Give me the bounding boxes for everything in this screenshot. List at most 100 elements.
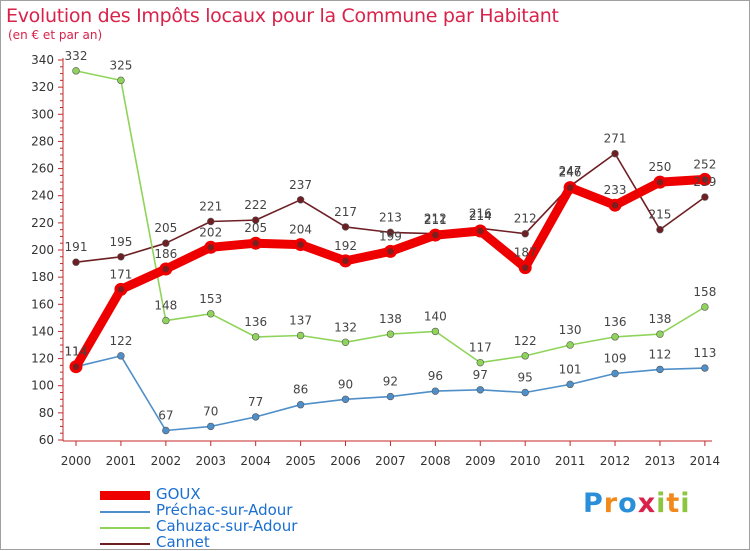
- legend-swatch-cannet: [100, 543, 150, 545]
- data-label-cahuzac: 148: [154, 299, 177, 313]
- data-label-goux: 186: [154, 247, 177, 261]
- data-point-cahuzac: [476, 358, 484, 367]
- data-label-cannet: 215: [649, 208, 672, 222]
- data-point-core-goux: [701, 176, 709, 183]
- data-point-prechac: [162, 426, 170, 435]
- data-point-cahuzac: [656, 330, 664, 338]
- data-point-cahuzac: [341, 338, 350, 346]
- y-tick-label: 180: [31, 270, 54, 284]
- y-tick-label: 120: [31, 352, 54, 366]
- data-point-cahuzac: [566, 341, 574, 349]
- x-tick-label: 2010: [510, 454, 541, 468]
- logo-letter: o: [618, 488, 638, 519]
- data-point-prechac: [476, 386, 484, 394]
- data-label-cahuzac: 130: [559, 323, 582, 337]
- data-point-cahuzac: [611, 333, 619, 341]
- data-label-cahuzac: 325: [109, 58, 132, 72]
- data-point-cannet: [521, 230, 529, 238]
- data-point-core-goux: [72, 363, 80, 370]
- legend-label-cannet: Cannet: [156, 533, 210, 551]
- data-label-goux: 246: [559, 166, 582, 180]
- legend-swatch-goux: [100, 491, 150, 500]
- data-point-core-goux: [297, 241, 304, 248]
- data-point-core-goux: [207, 244, 214, 251]
- data-label-goux: 187: [514, 246, 537, 260]
- data-point-cannet: [611, 149, 619, 158]
- data-point-core-goux: [342, 257, 349, 265]
- data-point-core-goux: [611, 202, 619, 209]
- data-label-prechac: 95: [518, 371, 533, 385]
- data-label-prechac: 109: [604, 352, 627, 366]
- data-point-prechac: [207, 422, 215, 431]
- data-point-core-goux: [477, 227, 484, 235]
- data-label-prechac: 77: [248, 395, 263, 409]
- data-label-cahuzac: 136: [244, 315, 267, 329]
- data-label-prechac: 67: [158, 409, 173, 423]
- data-point-cannet: [72, 258, 80, 266]
- data-point-prechac: [431, 387, 440, 395]
- data-label-cahuzac: 136: [604, 315, 627, 329]
- data-point-cannet: [656, 225, 664, 234]
- data-label-cannet: 212: [424, 212, 447, 226]
- data-label-goux: 205: [244, 221, 267, 235]
- logo-letter: r: [603, 488, 619, 519]
- y-tick-label: 300: [31, 107, 54, 121]
- data-point-core-goux: [252, 240, 259, 247]
- data-label-cahuzac: 117: [469, 341, 492, 355]
- data-point-cahuzac: [431, 327, 440, 336]
- data-label-prechac: 112: [649, 347, 672, 361]
- y-tick-label: 200: [31, 243, 54, 257]
- data-label-prechac: 92: [383, 375, 398, 389]
- data-label-cannet: 212: [514, 212, 537, 226]
- data-point-cahuzac: [207, 310, 215, 318]
- x-tick-label: 2011: [555, 454, 586, 468]
- data-label-goux: 204: [289, 223, 312, 237]
- legend-item-goux: GOUX: [100, 485, 360, 503]
- data-label-prechac: 122: [109, 334, 132, 348]
- data-point-core-goux: [522, 264, 529, 271]
- y-tick-label: 260: [31, 162, 54, 176]
- data-label-cahuzac: 137: [289, 314, 312, 328]
- x-tick-label: 2004: [240, 454, 271, 468]
- data-label-cahuzac: 122: [514, 334, 537, 348]
- data-point-cannet: [296, 196, 305, 204]
- logo-letter: P: [583, 488, 604, 519]
- legend-label-goux: GOUX: [156, 485, 201, 503]
- data-label-prechac: 86: [293, 383, 308, 397]
- legend-label-cahuzac: Cahuzac-sur-Adour: [156, 517, 298, 535]
- data-label-goux: 211: [424, 213, 447, 227]
- x-tick-label: 2000: [61, 454, 92, 468]
- y-tick-label: 280: [31, 134, 54, 148]
- data-label-goux: 114: [65, 345, 88, 359]
- data-label-prechac: 96: [428, 369, 443, 383]
- data-point-prechac: [701, 364, 709, 372]
- y-tick-label: 100: [31, 379, 54, 393]
- data-label-goux: 252: [693, 157, 716, 171]
- data-label-prechac: 97: [473, 368, 488, 382]
- data-label-cannet: 195: [109, 235, 132, 249]
- x-tick-label: 2014: [690, 454, 721, 468]
- data-label-prechac: 70: [203, 404, 218, 418]
- legend-item-cannet: Cannet: [100, 533, 360, 551]
- data-point-prechac: [521, 388, 529, 397]
- legend-swatch-cahuzac: [100, 527, 150, 529]
- x-tick-label: 2001: [106, 454, 137, 468]
- data-point-cahuzac: [386, 330, 395, 338]
- data-label-cahuzac: 153: [199, 292, 222, 306]
- legend-item-prechac: Préchac-sur-Adour: [100, 501, 360, 519]
- data-point-cahuzac: [162, 316, 170, 325]
- data-label-prechac: 114: [65, 345, 88, 359]
- data-label-cahuzac: 332: [65, 49, 88, 63]
- data-point-prechac: [386, 392, 395, 401]
- x-tick-label: 2013: [645, 454, 676, 468]
- legend-label-prechac: Préchac-sur-Adour: [156, 501, 293, 519]
- x-tick-label: 2006: [330, 454, 361, 468]
- data-point-cahuzac: [72, 67, 80, 75]
- data-label-cannet: 237: [289, 178, 312, 192]
- data-label-cannet: 271: [604, 132, 627, 146]
- data-point-core-goux: [387, 248, 394, 255]
- data-point-core-goux: [432, 231, 439, 239]
- data-label-goux: 171: [109, 267, 132, 281]
- data-label-cahuzac: 138: [649, 312, 672, 326]
